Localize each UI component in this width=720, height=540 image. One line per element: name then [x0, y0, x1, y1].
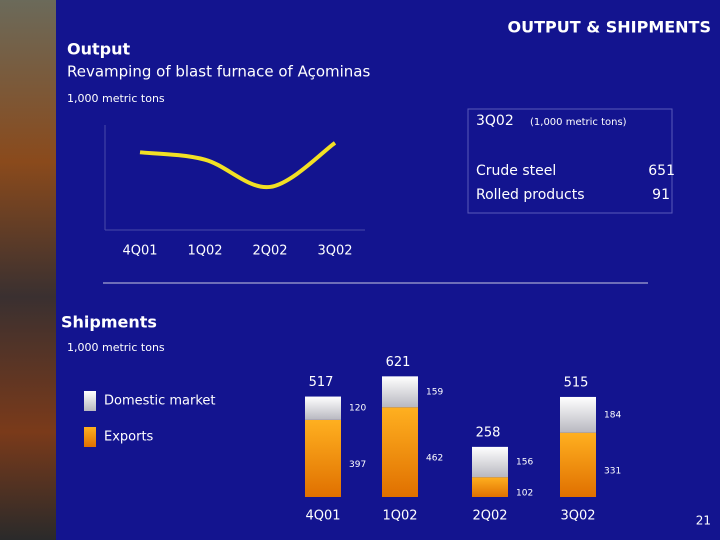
x-tick-label: 1Q02 — [187, 244, 222, 259]
legend-swatch — [84, 391, 96, 411]
x-tick-label: 4Q01 — [122, 244, 157, 259]
total-label: 517 — [309, 375, 334, 390]
bar-segment — [305, 396, 341, 420]
total-label: 515 — [564, 375, 589, 390]
segment-label: 159 — [426, 387, 443, 397]
box-row-value: 651 — [648, 163, 675, 179]
bar-segment — [472, 446, 508, 478]
segment-label: 102 — [516, 489, 533, 499]
segment-label: 156 — [516, 458, 533, 468]
bar-segment — [560, 432, 596, 497]
bar-segment — [382, 376, 418, 408]
shipments-heading: Shipments — [61, 313, 157, 332]
photo-strip — [0, 0, 56, 540]
x-tick-label: 1Q02 — [382, 509, 417, 524]
bar-segment — [382, 407, 418, 497]
box-row-value: 91 — [652, 187, 670, 203]
x-tick-label: 3Q02 — [560, 509, 595, 524]
bar-segment — [472, 477, 508, 497]
bar-segment — [305, 419, 341, 497]
x-tick-label: 2Q02 — [252, 244, 287, 259]
output-subtitle: Revamping of blast furnace of Açominas — [67, 63, 370, 81]
segment-label: 462 — [426, 454, 443, 464]
box-title: 3Q02 — [476, 113, 514, 129]
summary-box — [467, 108, 673, 214]
box-row-label: Rolled products — [476, 187, 585, 203]
shipments-unit: 1,000 metric tons — [67, 341, 165, 354]
line — [139, 141, 337, 189]
bar-segment — [560, 396, 596, 433]
legend-label: Domestic market — [104, 394, 216, 409]
segment-label: 184 — [604, 410, 621, 420]
output-unit: 1,000 metric tons — [67, 92, 165, 105]
x-tick-label: 3Q02 — [317, 244, 352, 259]
x-tick-label: 4Q01 — [305, 509, 340, 524]
total-label: 258 — [476, 425, 501, 440]
segment-label: 331 — [604, 466, 621, 476]
legend-swatch — [84, 427, 96, 447]
box-row-label: Crude steel — [476, 163, 556, 179]
x-tick-label: 2Q02 — [472, 509, 507, 524]
box-unit: (1,000 metric tons) — [530, 117, 627, 128]
segment-label: 397 — [349, 460, 366, 470]
segment-label: 120 — [349, 404, 366, 414]
total-label: 621 — [386, 355, 411, 370]
slide-title: OUTPUT & SHIPMENTS — [507, 18, 711, 37]
legend-label: Exports — [104, 430, 154, 445]
page-number: 21 — [696, 514, 711, 528]
output-heading: Output — [67, 40, 130, 59]
